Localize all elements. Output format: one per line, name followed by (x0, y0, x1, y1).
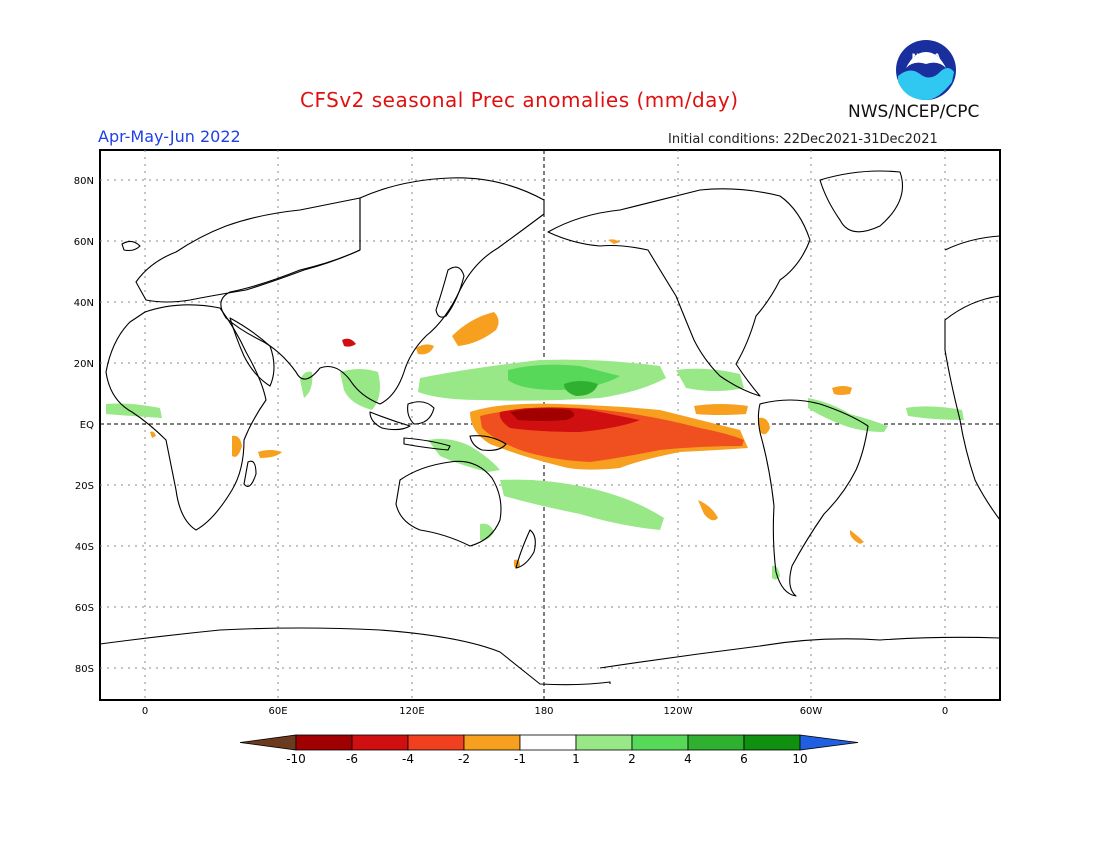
lat-label: EQ (80, 420, 94, 431)
dry-east-pacific-itcz (694, 404, 748, 415)
coastline-new-guinea (469, 435, 507, 451)
dry-gulf-of-guinea (150, 431, 156, 438)
graticule (100, 150, 1000, 700)
dry-alaska (608, 239, 620, 244)
coastline-asia (220, 177, 545, 405)
dry-southeast-pacific (698, 500, 718, 521)
initial-conditions-label: Initial conditions: 22Dec2021-31Dec2021 (668, 132, 938, 147)
lat-label: 20N (74, 359, 94, 370)
dry-western-indian-ocean (258, 450, 282, 458)
dry-ecuador-coast (758, 417, 770, 435)
coastline-uk (121, 240, 141, 252)
dry-anomalies (150, 239, 864, 568)
lat-label: 80N (74, 176, 94, 187)
season-label: Apr-May-Jun 2022 (98, 127, 241, 146)
dry-east-africa (232, 435, 242, 457)
lat-label: 80S (75, 664, 94, 675)
chart-title: CFSv2 seasonal Prec anomalies (mm/day) (300, 88, 739, 112)
coastline-africa-east-edge (944, 295, 1001, 521)
agency-label: NWS/NCEP/CPC (848, 102, 980, 122)
coastline-europe-east-edge (944, 235, 1001, 251)
coastline-antarctica (99, 627, 1001, 686)
coastline-africa (105, 304, 267, 531)
wet-maritime-continent (428, 438, 500, 472)
lon-label: 180 (534, 706, 553, 717)
coastline-greenland (819, 170, 904, 233)
logo-water (898, 68, 954, 100)
lat-label: 60N (74, 237, 94, 248)
lat-label: 40S (75, 542, 94, 553)
coastline-borneo (407, 401, 435, 425)
dry-east-china-sea (416, 344, 434, 355)
coastline-madagascar (243, 460, 257, 487)
coastline-java (403, 437, 451, 451)
coastline-south-america (757, 399, 869, 597)
wet-band-south-pacific (500, 479, 664, 530)
wet-west-africa (106, 403, 162, 418)
wet-east-pacific (676, 368, 744, 391)
lat-label: 60S (75, 603, 94, 614)
coastline-japan (435, 266, 465, 318)
lon-label: 60W (800, 706, 823, 717)
dry-south-atlantic (850, 530, 864, 544)
coastlines (99, 170, 1001, 686)
lon-label: 120E (399, 706, 424, 717)
wet-max-north-pacific (564, 381, 598, 396)
noaa-logo: NOAA (896, 40, 956, 100)
logo-gull (906, 52, 946, 68)
wet-southeast-australia (480, 523, 494, 541)
lat-label: 20S (75, 481, 94, 492)
latitude-labels: 80N 60N 40N 20N EQ 20S 40S 60S 80S (74, 176, 94, 675)
dry-extreme-central-pacific (510, 408, 575, 421)
coastline-north-america (547, 188, 811, 397)
lon-label: 0 (142, 706, 148, 717)
wet-tropical-atlantic (906, 406, 964, 420)
lon-label: 120W (664, 706, 693, 717)
dry-caribbean (832, 386, 852, 395)
logo-text: NOAA (912, 53, 941, 63)
lat-label: 40N (74, 298, 94, 309)
dry-northwest-pacific (452, 312, 499, 346)
coastline-sumatra (369, 411, 411, 431)
longitude-labels: 0 60E 120E 180 120W 60W 0 (142, 706, 948, 717)
coastline-new-zealand (515, 529, 536, 569)
dry-himalaya (342, 338, 356, 347)
lon-label: 60E (268, 706, 287, 717)
coastline-australia (395, 460, 502, 547)
lon-label: 0 (942, 706, 948, 717)
coastline-arabia (229, 317, 275, 387)
